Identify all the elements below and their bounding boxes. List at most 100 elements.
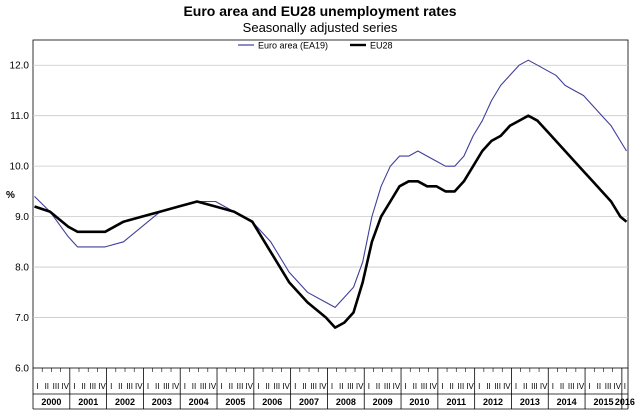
series-line-eu28 <box>34 114 628 329</box>
quarter-label: III <box>126 382 133 391</box>
year-label: 2002 <box>115 397 135 407</box>
legend-label: EU28 <box>370 41 393 51</box>
quarter-label: III <box>458 382 465 391</box>
series-lines <box>34 59 628 329</box>
quarter-label: III <box>237 382 244 391</box>
quarter-label: IV <box>282 382 290 391</box>
quarter-label: IV <box>429 382 437 391</box>
quarter-label: II <box>265 382 269 391</box>
year-label: 2015 <box>593 397 613 407</box>
year-label: 2009 <box>373 397 393 407</box>
y-tick-labels: 6.0 7.0 8.0 9.0 10.0 11.0 12.0 <box>10 61 30 375</box>
quarter-label: II <box>192 382 196 391</box>
quarter-label: II <box>155 382 159 391</box>
quarter-label: II <box>376 382 380 391</box>
quarter-label: I <box>147 382 149 391</box>
quarter-label: III <box>531 382 538 391</box>
quarter-label: II <box>560 382 564 391</box>
quarter-label: II <box>597 382 601 391</box>
quarter-label: I <box>589 382 591 391</box>
quarter-label: III <box>163 382 170 391</box>
year-label: 2016 <box>615 397 635 407</box>
quarter-label: I <box>221 382 223 391</box>
quarter-label: IV <box>209 382 217 391</box>
year-label: 2013 <box>520 397 540 407</box>
gridlines <box>33 64 628 318</box>
year-label: 2010 <box>409 397 429 407</box>
quarter-label: I <box>110 382 112 391</box>
quarter-label: IV <box>135 382 143 391</box>
year-label: 2012 <box>483 397 503 407</box>
quarter-label: II <box>118 382 122 391</box>
y-tick-label: 8.0 <box>15 263 29 274</box>
y-tick-label: 11.0 <box>10 111 29 122</box>
quarter-label: I <box>624 382 626 391</box>
legend-label: Euro area (EA19) <box>258 41 328 51</box>
legend: Euro area (EA19) EU28 <box>238 41 393 51</box>
quarter-label: III <box>494 382 501 391</box>
year-label: 2007 <box>299 397 319 407</box>
year-label: 2003 <box>152 397 172 407</box>
quarter-label: II <box>81 382 85 391</box>
chart-subtitle: Seasonally adjusted series <box>242 20 398 35</box>
quarter-label: I <box>73 382 75 391</box>
year-label: 2004 <box>189 397 209 407</box>
quarter-label: IV <box>540 382 548 391</box>
quarter-label: IV <box>61 382 69 391</box>
quarter-label: III <box>310 382 317 391</box>
quarter-label: II <box>339 382 343 391</box>
plot-area <box>32 39 629 369</box>
quarter-label: III <box>53 382 60 391</box>
quarter-label: I <box>515 382 517 391</box>
quarter-label: II <box>45 382 49 391</box>
quarter-label: IV <box>393 382 401 391</box>
year-label: 2006 <box>262 397 282 407</box>
y-tick-label: 6.0 <box>15 364 29 375</box>
quarter-label: I <box>441 382 443 391</box>
quarter-label: I <box>405 382 407 391</box>
y-tick-label: 9.0 <box>15 212 29 223</box>
quarter-label: IV <box>466 382 474 391</box>
quarter-label: I <box>36 382 38 391</box>
quarter-label: III <box>273 382 280 391</box>
quarter-label: I <box>294 382 296 391</box>
quarter-label: IV <box>98 382 106 391</box>
quarter-label: IV <box>172 382 180 391</box>
quarter-label: I <box>478 382 480 391</box>
y-tick-label: 12.0 <box>10 61 30 72</box>
quarter-label: IV <box>577 382 585 391</box>
year-label: 2011 <box>446 397 466 407</box>
quarter-label: IV <box>245 382 253 391</box>
quarter-label: III <box>89 382 96 391</box>
chart-title: Euro area and EU28 unemployment rates <box>183 3 457 19</box>
quarter-label: II <box>413 382 417 391</box>
year-label: 2008 <box>336 397 356 407</box>
quarter-label: II <box>229 382 233 391</box>
quarter-label: IV <box>319 382 327 391</box>
quarter-label: I <box>184 382 186 391</box>
year-label: 2014 <box>557 397 577 407</box>
quarter-label: I <box>257 382 259 391</box>
quarter-label: IV <box>613 382 621 391</box>
year-label: 2001 <box>78 397 98 407</box>
quarter-label: III <box>568 382 575 391</box>
quarter-label: I <box>552 382 554 391</box>
y-tick-label: 10.0 <box>10 162 30 173</box>
quarter-label: II <box>302 382 306 391</box>
y-tick-label: 7.0 <box>15 313 29 324</box>
quarter-label: III <box>347 382 354 391</box>
quarter-label: II <box>523 382 527 391</box>
quarter-label: II <box>486 382 490 391</box>
quarter-label: IV <box>356 382 364 391</box>
quarter-label: III <box>384 382 391 391</box>
quarter-label: I <box>331 382 333 391</box>
quarter-label: III <box>200 382 207 391</box>
quarter-label: I <box>368 382 370 391</box>
quarter-label: III <box>605 382 612 391</box>
year-label: 2000 <box>41 397 61 407</box>
quarter-label: II <box>449 382 453 391</box>
year-label: 2005 <box>225 397 245 407</box>
quarter-label: III <box>421 382 428 391</box>
